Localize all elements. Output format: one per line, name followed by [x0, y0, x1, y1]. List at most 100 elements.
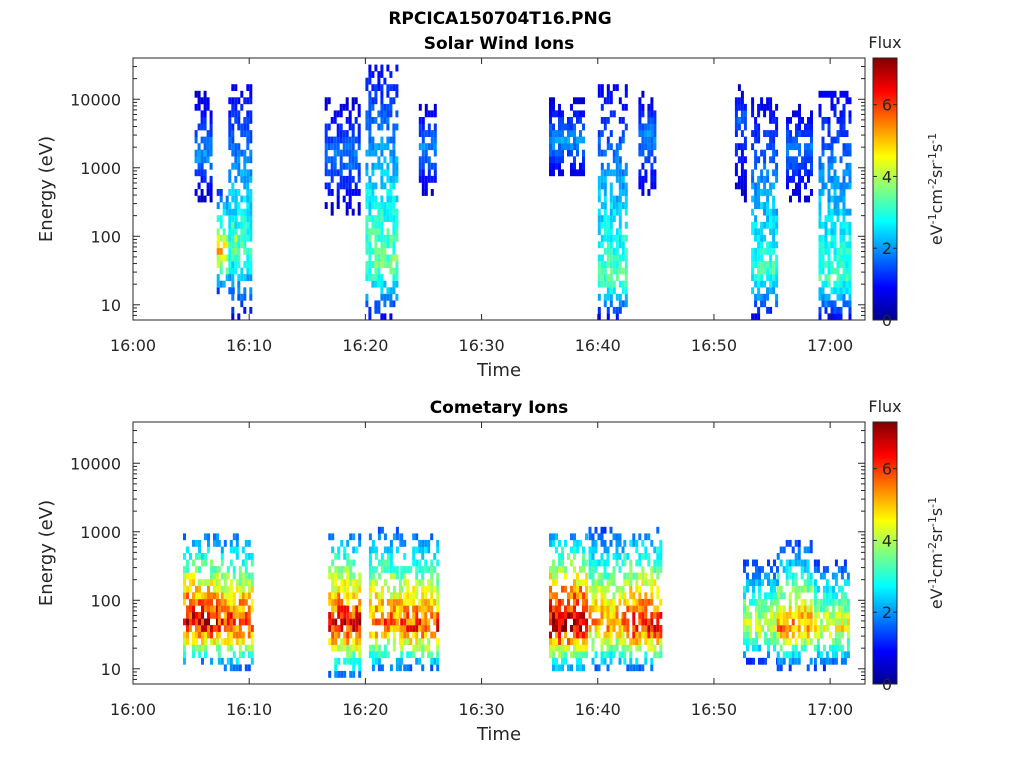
heatmap-cell: [779, 618, 783, 626]
heatmap-cell: [797, 618, 801, 626]
heatmap-cell: [788, 664, 792, 672]
heatmap-cell: [797, 585, 801, 593]
heatmap-cell: [573, 592, 576, 600]
heatmap-cell: [618, 598, 622, 606]
heatmap-cell: [824, 221, 828, 229]
heatmap-cell: [389, 241, 393, 249]
heatmap-cell: [743, 566, 746, 573]
heatmap-cell: [626, 644, 630, 652]
heatmap-cell: [234, 189, 238, 196]
heatmap-cell: [555, 625, 558, 632]
heatmap-cell: [821, 261, 825, 268]
heatmap-cell: [751, 254, 755, 262]
heatmap-cell: [819, 572, 823, 580]
heatmap-cell: [803, 631, 807, 639]
heatmap-cell: [241, 612, 245, 619]
heatmap-cell: [238, 631, 242, 639]
heatmap-cell: [836, 195, 840, 203]
heatmap-cell: [412, 598, 416, 606]
heatmap-cell: [779, 559, 783, 567]
heatmap-cell: [638, 130, 642, 137]
heatmap-cell: [653, 566, 657, 573]
heatmap-cell: [198, 618, 201, 626]
heatmap-cell: [371, 195, 375, 203]
heatmap-cell: [831, 572, 835, 580]
heatmap-cell: [225, 254, 229, 262]
heatmap-cell: [795, 123, 798, 131]
heatmap-cell: [368, 566, 372, 573]
heatmap-cell: [760, 175, 764, 183]
heatmap-cell: [650, 644, 654, 652]
heatmap-cell: [365, 234, 369, 242]
heatmap-cell: [803, 559, 807, 567]
heatmap-cell: [618, 202, 622, 209]
heatmap-cell: [650, 162, 654, 170]
heatmap-cell: [392, 195, 396, 203]
heatmap-cell: [806, 664, 810, 672]
heatmap-cell: [773, 579, 776, 586]
heatmap-cell: [582, 664, 585, 672]
heatmap-cell: [368, 598, 372, 606]
heatmap-cell: [754, 117, 758, 124]
heatmap-cell: [794, 592, 798, 600]
heatmap-cell: [786, 175, 789, 183]
heatmap-cell: [821, 143, 825, 151]
heatmap-cell: [606, 605, 610, 613]
heatmap-cell: [389, 149, 393, 157]
heatmap-cell: [334, 664, 338, 672]
heatmap-cell: [842, 90, 846, 98]
heatmap-cell: [769, 189, 773, 196]
heatmap-cell: [392, 221, 396, 229]
heatmap-cell: [427, 175, 431, 183]
heatmap-cell: [656, 585, 660, 593]
heatmap-cell: [243, 208, 247, 216]
heatmap-cell: [754, 228, 758, 236]
heatmap-cell: [374, 267, 378, 275]
heatmap-cell: [839, 254, 843, 262]
heatmap-cell: [244, 664, 248, 672]
heatmap-cell: [603, 612, 607, 619]
heatmap-cell: [612, 618, 616, 626]
heatmap-cell: [395, 169, 399, 177]
heatmap-cell: [415, 592, 419, 600]
heatmap-cell: [746, 605, 749, 613]
heatmap-cell: [824, 234, 828, 242]
heatmap-cell: [403, 638, 407, 645]
y-tick-label: 100: [90, 227, 121, 246]
heatmap-cell: [821, 182, 825, 190]
heatmap-cell: [219, 195, 223, 203]
heatmap-cell: [234, 215, 238, 222]
heatmap-cell: [395, 533, 399, 541]
heatmap-cell: [342, 162, 346, 170]
heatmap-cell: [421, 566, 425, 573]
heatmap-cell: [776, 598, 779, 606]
heatmap-cell: [216, 189, 220, 196]
heatmap-cell: [609, 182, 613, 190]
heatmap-cell: [629, 638, 633, 645]
heatmap-cell: [751, 195, 755, 203]
heatmap-cell: [754, 300, 758, 308]
heatmap-cell: [427, 169, 431, 177]
heatmap-cell: [757, 103, 761, 111]
heatmap-cell: [561, 110, 564, 118]
heatmap-cell: [204, 559, 207, 567]
heatmap-cell: [606, 651, 610, 659]
heatmap-cell: [824, 261, 828, 268]
heatmap-cell: [824, 90, 828, 98]
heatmap-cell: [794, 657, 798, 665]
heatmap-cell: [392, 84, 396, 91]
heatmap-cell: [609, 195, 613, 203]
heatmap-cell: [226, 592, 230, 600]
heatmap-cell: [365, 267, 369, 275]
heatmap-cell: [345, 143, 349, 151]
heatmap-cell: [600, 533, 604, 541]
heatmap-cell: [383, 169, 387, 177]
heatmap-cell: [591, 657, 595, 665]
heatmap-cell: [828, 644, 832, 652]
heatmap-cell: [412, 644, 416, 652]
heatmap-cell: [821, 221, 825, 229]
heatmap-cell: [244, 539, 248, 547]
heatmap-cell: [570, 533, 573, 541]
heatmap-cell: [612, 592, 616, 600]
heatmap-cell: [386, 553, 390, 560]
